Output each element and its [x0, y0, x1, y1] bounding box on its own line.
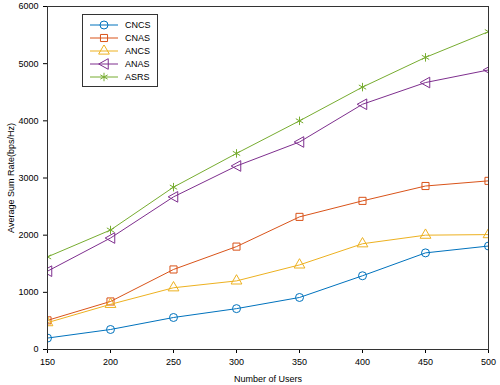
html-text:CNCS: CNCS: [125, 19, 151, 30]
svg-text:Average Sum Rate(bps/Hz): Average Sum Rate(bps/Hz): [6, 123, 16, 233]
svg-text:4000: 4000: [18, 116, 38, 126]
svg-text:250: 250: [166, 357, 181, 367]
html-text:ASRS: ASRS: [125, 71, 150, 82]
svg-text:200: 200: [103, 357, 118, 367]
svg-text:1000: 1000: [18, 287, 38, 297]
svg-text:2000: 2000: [18, 230, 38, 240]
svg-text:450: 450: [418, 357, 433, 367]
html-text:ANAS: ANAS: [125, 58, 150, 69]
svg-text:Number of Users: Number of Users: [234, 374, 303, 384]
html-text:CNAS: CNAS: [125, 32, 150, 43]
svg-text:150: 150: [40, 357, 55, 367]
svg-text:6000: 6000: [18, 1, 38, 11]
svg-text:400: 400: [355, 357, 370, 367]
svg-text:0: 0: [33, 344, 38, 354]
html-text:ANCS: ANCS: [125, 45, 150, 56]
svg-text:3000: 3000: [18, 173, 38, 183]
svg-text:500: 500: [481, 357, 496, 367]
svg-text:350: 350: [292, 357, 307, 367]
svg-text:300: 300: [229, 357, 244, 367]
svg-text:5000: 5000: [18, 59, 38, 69]
